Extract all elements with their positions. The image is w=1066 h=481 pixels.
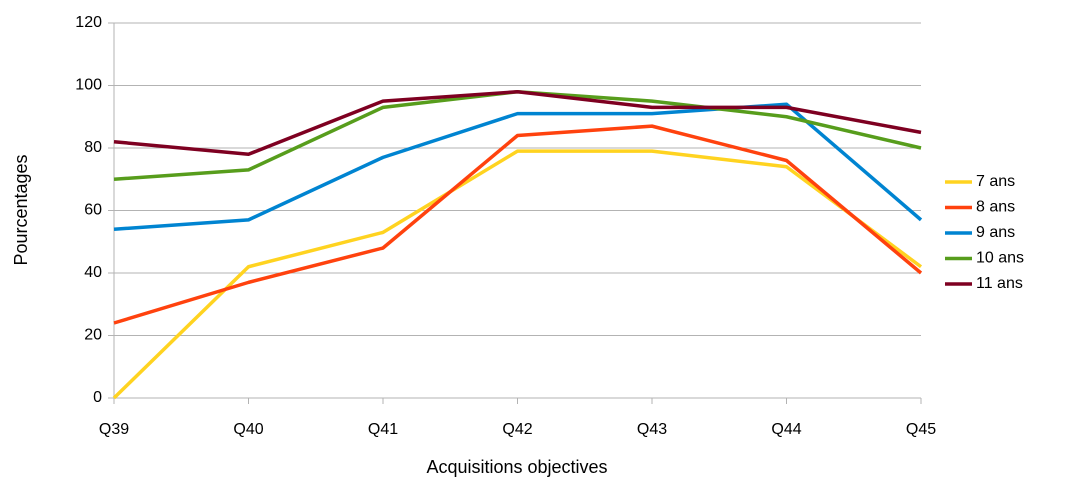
legend-label: 10 ans xyxy=(976,250,1024,267)
x-tick-label: Q40 xyxy=(233,421,263,438)
y-tick-label: 80 xyxy=(84,139,102,156)
legend-label: 9 ans xyxy=(976,224,1015,241)
x-tick-label: Q39 xyxy=(99,421,129,438)
y-tick-label: 120 xyxy=(75,14,102,31)
series-line xyxy=(113,124,923,325)
y-tick-label: 60 xyxy=(84,202,102,219)
y-tick-label: 40 xyxy=(84,264,102,281)
y-tick-label: 100 xyxy=(75,77,102,94)
x-axis-title: Acquisitions objectives xyxy=(426,457,607,477)
legend-label: 7 ans xyxy=(976,173,1015,190)
x-tick-label: Q41 xyxy=(368,421,398,438)
x-tick-label: Q44 xyxy=(771,421,801,438)
x-tick-label: Q42 xyxy=(502,421,532,438)
x-tick-label: Q43 xyxy=(637,421,667,438)
legend-label: 11 ans xyxy=(976,275,1023,292)
series-line xyxy=(113,90,922,156)
y-axis-title: Pourcentages xyxy=(11,154,31,265)
x-tick-label: Q45 xyxy=(906,421,936,438)
legend-label: 8 ans xyxy=(976,199,1015,216)
y-tick-label: 20 xyxy=(84,327,102,344)
series-line xyxy=(113,102,923,231)
series-line xyxy=(112,149,923,400)
y-tick-label: 0 xyxy=(93,389,102,406)
